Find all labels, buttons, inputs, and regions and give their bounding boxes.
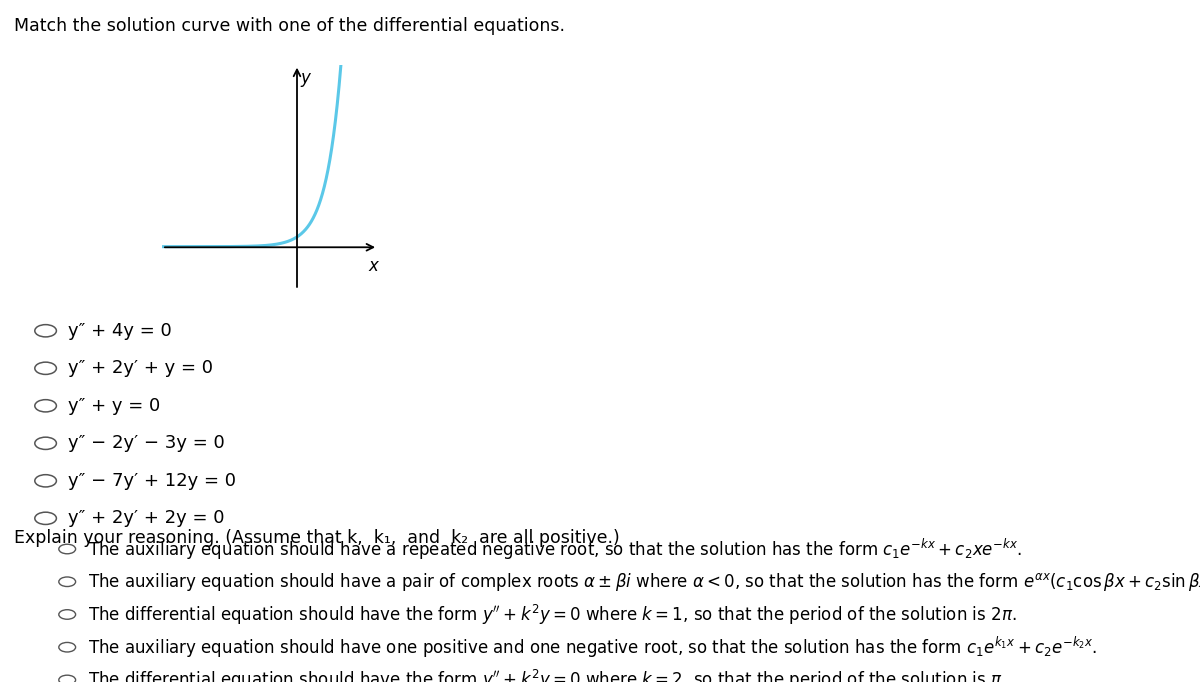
Text: y″ + y = 0: y″ + y = 0 (68, 397, 161, 415)
Text: y″ + 4y = 0: y″ + 4y = 0 (68, 322, 172, 340)
Text: Explain your reasoning. (Assume that k,  k₁,  and  k₂  are all positive.): Explain your reasoning. (Assume that k, … (14, 529, 620, 546)
Text: $x$: $x$ (368, 257, 380, 275)
Text: y″ − 2y′ − 3y = 0: y″ − 2y′ − 3y = 0 (68, 434, 226, 452)
Text: $y$: $y$ (300, 71, 313, 89)
Text: y″ + 2y′ + 2y = 0: y″ + 2y′ + 2y = 0 (68, 509, 224, 527)
Text: y″ + 2y′ + y = 0: y″ + 2y′ + y = 0 (68, 359, 214, 377)
Text: The auxiliary equation should have a repeated negative root, so that the solutio: The auxiliary equation should have a rep… (88, 537, 1022, 561)
Text: y″ − 7y′ + 12y = 0: y″ − 7y′ + 12y = 0 (68, 472, 236, 490)
Text: Match the solution curve with one of the differential equations.: Match the solution curve with one of the… (14, 17, 565, 35)
Text: The auxiliary equation should have one positive and one negative root, so that t: The auxiliary equation should have one p… (88, 635, 1097, 659)
Text: The differential equation should have the form $y'' + k^2y = 0$ where $k = 2$, s: The differential equation should have th… (88, 668, 1006, 682)
Text: The differential equation should have the form $y'' + k^2y = 0$ where $k = 1$, s: The differential equation should have th… (88, 602, 1016, 627)
Text: The auxiliary equation should have a pair of complex roots $\alpha \pm \beta i$ : The auxiliary equation should have a pai… (88, 571, 1200, 593)
